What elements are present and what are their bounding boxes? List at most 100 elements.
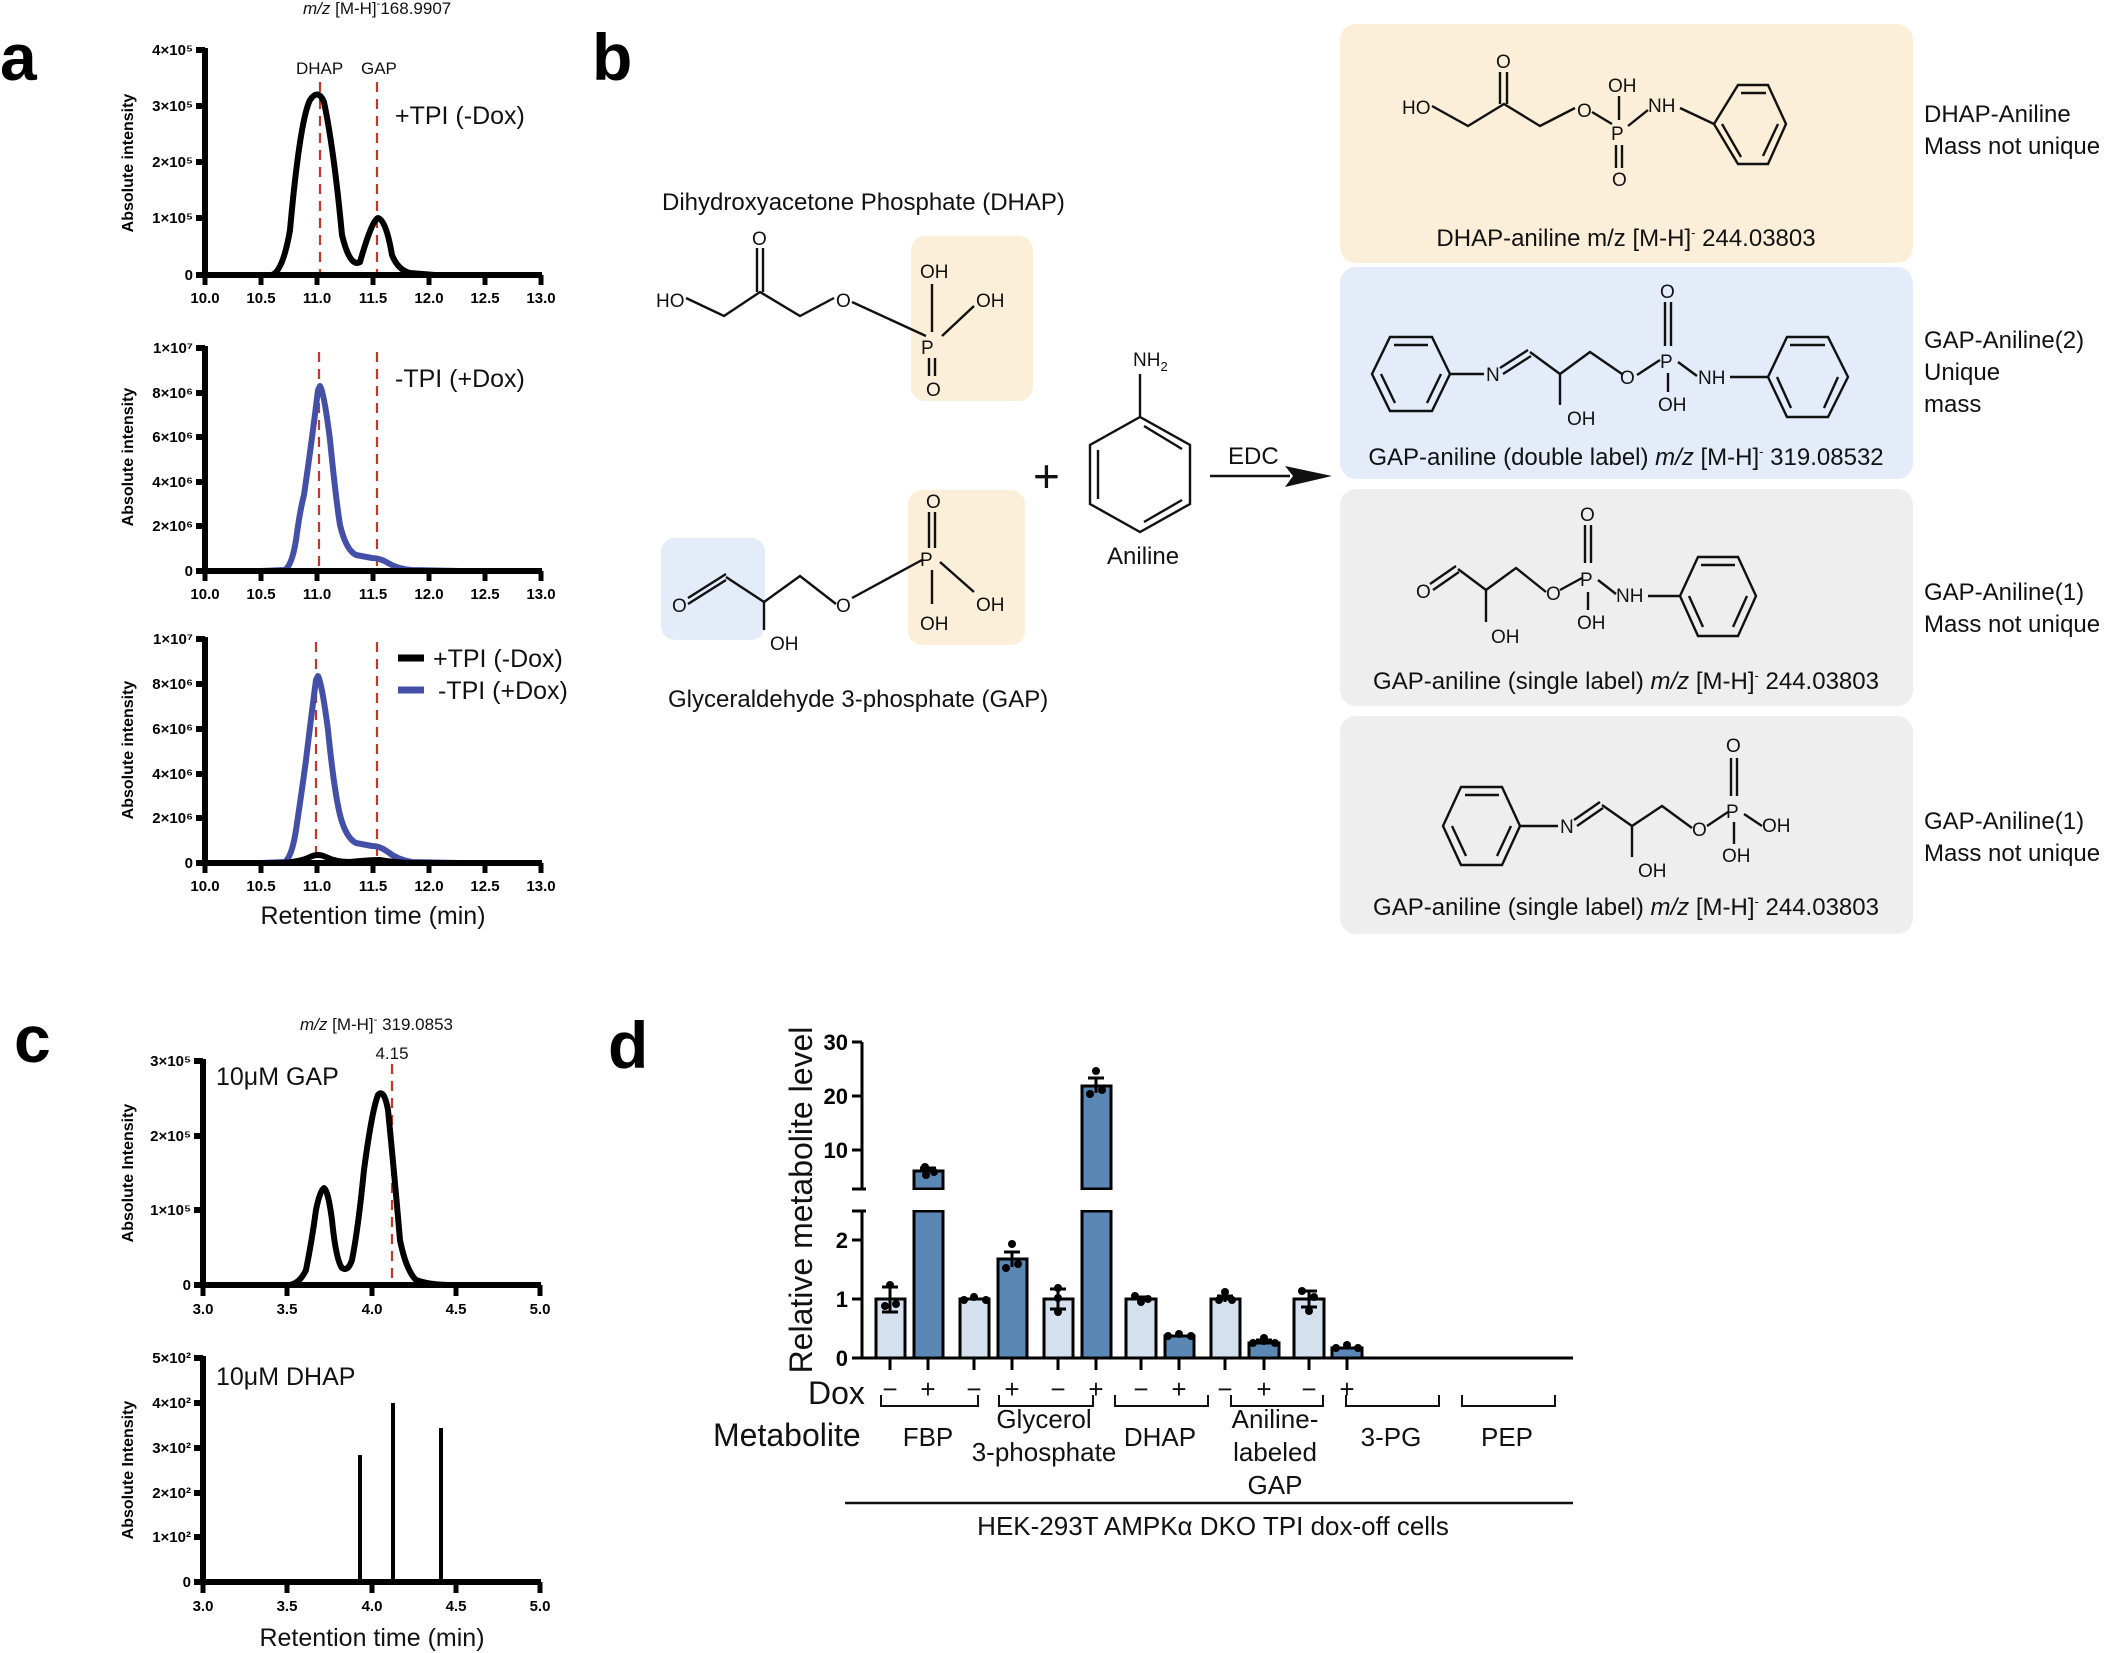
aniline-name: Aniline (1107, 543, 1179, 570)
phosphate-highlight (911, 236, 1033, 401)
svg-text:12.0: 12.0 (414, 878, 443, 895)
svg-text:P: P (1611, 124, 1624, 145)
peak-label-dhap: DHAP (296, 59, 343, 78)
svg-text:PEP: PEP (1481, 1422, 1533, 1452)
svg-text:O: O (836, 596, 851, 617)
svg-text:30: 30 (824, 1030, 848, 1055)
svg-text:O: O (1416, 582, 1431, 603)
svg-text:6×10⁶: 6×10⁶ (152, 721, 193, 738)
product-caption: GAP-aniline (single label) m/z [M-H]- 24… (1373, 894, 1879, 921)
svg-text:5.0: 5.0 (530, 1598, 551, 1615)
svg-text:10.0: 10.0 (190, 878, 219, 895)
svg-text:11.5: 11.5 (359, 290, 387, 307)
svg-text:P: P (1726, 802, 1739, 823)
trace-minus-tpi (260, 383, 485, 574)
svg-text:O: O (1726, 736, 1741, 757)
svg-text:3-phosphate: 3-phosphate (972, 1437, 1117, 1467)
svg-text:2×10⁶: 2×10⁶ (152, 810, 193, 827)
cell-line-label: HEK-293T AMPKα DKO TPI dox-off cells (977, 1511, 1449, 1541)
svg-text:3×10⁵: 3×10⁵ (150, 1053, 191, 1070)
svg-text:12.5: 12.5 (470, 586, 499, 603)
svg-text:Unique: Unique (1924, 359, 2000, 386)
svg-text:11.5: 11.5 (359, 586, 387, 603)
svg-text:11.0: 11.0 (303, 290, 331, 307)
svg-text:0: 0 (836, 1346, 848, 1371)
svg-text:4.0: 4.0 (362, 1301, 383, 1318)
svg-text:4.0: 4.0 (362, 1598, 383, 1615)
gap-structure: O OH O P O OH OH (672, 492, 1005, 655)
bar-aniline-gap-minus (1124, 1297, 1158, 1360)
svg-text:OH: OH (976, 595, 1005, 616)
svg-text:−: − (882, 1374, 897, 1404)
product-box-gap-aniline-double: N OH O P O OH NH GAP-aniline (double lab… (1340, 267, 2084, 479)
svg-text:+: + (1004, 1374, 1019, 1404)
svg-text:3×10²: 3×10² (152, 1440, 191, 1457)
svg-text:FBP: FBP (903, 1422, 954, 1452)
panel-letter-d: d (608, 1008, 648, 1082)
metabolite-names: FBP Glycerol 3-phosphate DHAP Aniline- l… (903, 1404, 1533, 1500)
svg-text:N: N (1560, 817, 1574, 838)
svg-text:8×10⁶: 8×10⁶ (152, 676, 193, 693)
svg-text:O: O (1577, 101, 1592, 122)
condition-label: -TPI (+Dox) (395, 365, 525, 393)
svg-text:O: O (1620, 368, 1635, 389)
svg-text:P: P (1660, 352, 1673, 373)
svg-text:1×10⁷: 1×10⁷ (153, 631, 193, 648)
svg-text:2: 2 (836, 1228, 848, 1253)
product-box-gap-aniline-single-2: N OH O P O OH OH GAP-aniline (single lab… (1340, 716, 2100, 934)
panel-letter-b: b (592, 20, 632, 94)
svg-text:2×10⁵: 2×10⁵ (152, 154, 193, 171)
gap-name: Glyceraldehyde 3-phosphate (GAP) (668, 686, 1048, 713)
svg-text:+: + (1088, 1374, 1103, 1404)
svg-text:11.0: 11.0 (303, 878, 331, 895)
svg-text:+: + (1339, 1374, 1354, 1404)
svg-text:−: − (1133, 1374, 1148, 1404)
svg-text:10.5: 10.5 (246, 878, 275, 895)
svg-text:3×10⁵: 3×10⁵ (152, 98, 193, 115)
svg-text:1×10⁷: 1×10⁷ (153, 340, 193, 357)
y-axis-label: Absolute intensity (120, 681, 137, 820)
svg-text:OH: OH (1567, 409, 1596, 430)
svg-text:OH: OH (1722, 846, 1751, 867)
svg-text:mass: mass (1924, 391, 1981, 418)
group-brackets (880, 1395, 1556, 1407)
svg-text:Mass not unique: Mass not unique (1924, 611, 2100, 638)
legend-label-minus-tpi: -TPI (+Dox) (438, 677, 568, 705)
y-axis-label: Relative metabolite level (783, 1027, 819, 1374)
svg-text:NH: NH (1616, 586, 1643, 607)
legend-label-plus-tpi: +TPI (-Dox) (433, 645, 563, 673)
svg-text:12.5: 12.5 (470, 290, 499, 307)
svg-text:10.0: 10.0 (190, 586, 219, 603)
dox-label: Dox (808, 1375, 865, 1411)
svg-text:NH: NH (1698, 368, 1725, 389)
svg-text:10: 10 (824, 1138, 848, 1163)
reaction-arrow: EDC (1210, 443, 1332, 487)
product-box-dhap-aniline: HO O O P OH NH O DHAP-aniline m/z [M-H]-… (1340, 24, 2100, 263)
aniline-structure: NH2 Aniline (1088, 350, 1192, 570)
svg-text:HO: HO (656, 291, 685, 312)
dox-signs: − + − + − + − + − + − + (882, 1374, 1354, 1404)
svg-text:Glycerol: Glycerol (996, 1404, 1091, 1434)
chart-a1: DHAP GAP 0 1×10⁵ 2×10⁵ 3×10⁵ 4×10⁵ 10.0 … (120, 42, 556, 307)
panel-letter-a: a (0, 20, 38, 94)
svg-text:GAP: GAP (1248, 1470, 1303, 1500)
sample-label: 10μM GAP (216, 1063, 339, 1091)
dhap-name: Dihydroxyacetone Phosphate (DHAP) (662, 189, 1065, 216)
bar-fbp-plus (912, 1209, 945, 1360)
svg-text:0: 0 (183, 1277, 191, 1294)
svg-text:4.5: 4.5 (446, 1301, 467, 1318)
panel-c: c m/z [M-H]- 319.0853 4.15 0 1×10⁵ 2×10⁵… (14, 1002, 550, 1652)
svg-text:13.0: 13.0 (526, 586, 555, 603)
svg-text:−: − (1050, 1374, 1065, 1404)
bar-g3p-plus (996, 1257, 1029, 1360)
product-caption: GAP-aniline (single label) m/z [M-H]- 24… (1373, 668, 1879, 695)
svg-text:1: 1 (836, 1287, 848, 1312)
svg-text:O: O (1546, 584, 1561, 605)
svg-text:10.0: 10.0 (190, 290, 219, 307)
svg-text:N: N (1486, 365, 1500, 386)
sample-label: 10μM DHAP (216, 1363, 355, 1391)
product-caption: GAP-aniline (double label) m/z [M-H]- 31… (1368, 444, 1883, 471)
svg-text:Mass not unique: Mass not unique (1924, 133, 2100, 160)
svg-text:O: O (1692, 820, 1707, 841)
